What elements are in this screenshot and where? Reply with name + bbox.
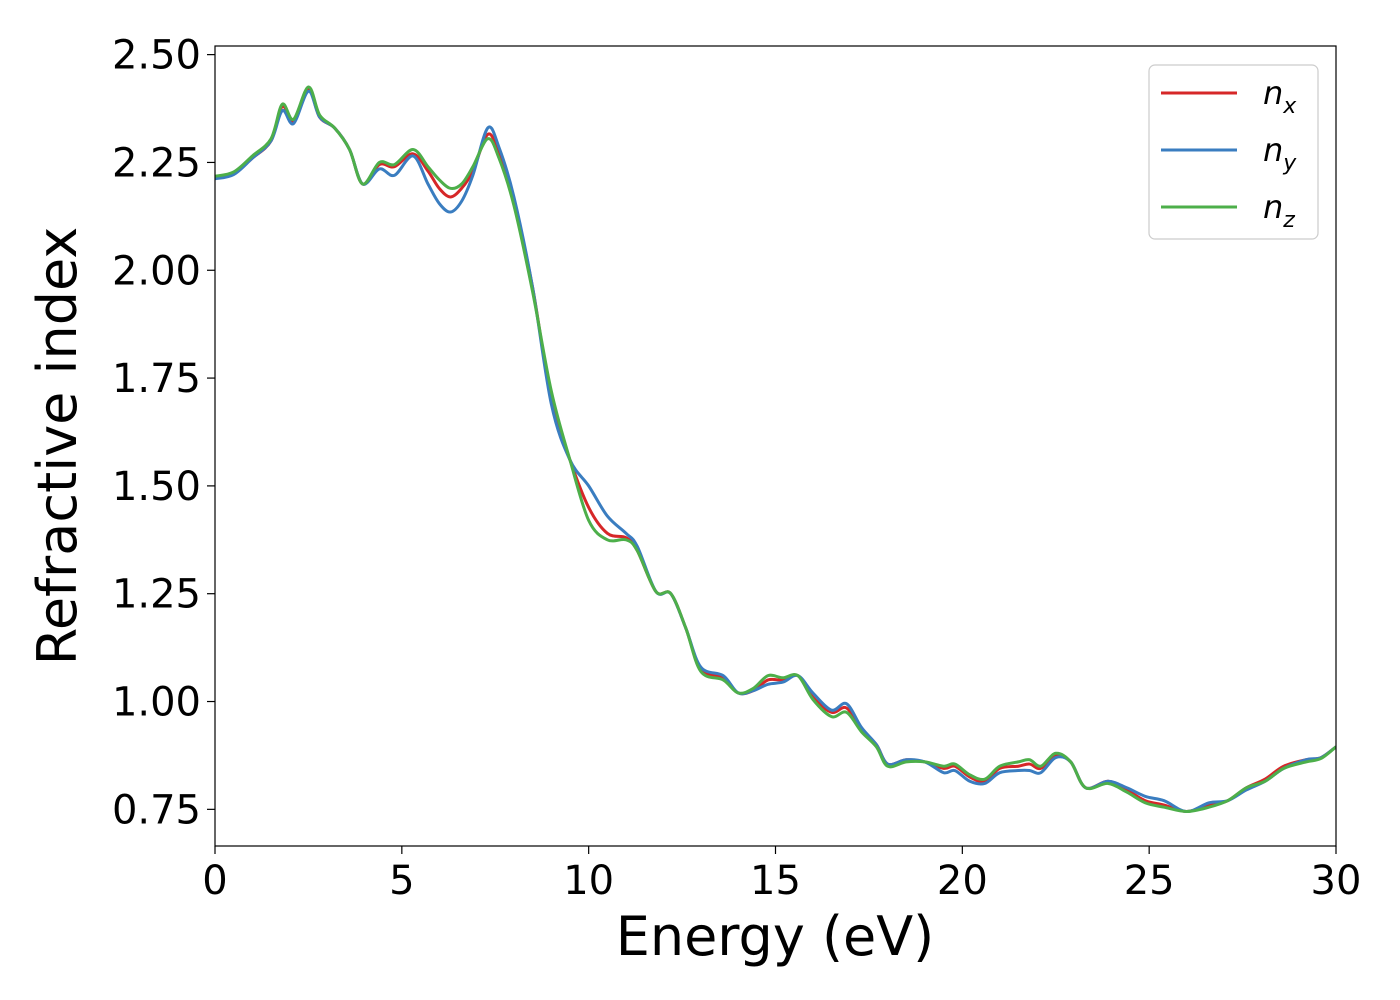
- series-layer: [215, 85, 1336, 813]
- legend-label-base: n: [1263, 188, 1283, 226]
- y-axis-label: Refractive index: [26, 227, 89, 666]
- x-tick-label: 15: [750, 858, 801, 904]
- y-tick-label: 2.50: [112, 33, 201, 79]
- legend-label-y: ny: [1263, 131, 1297, 176]
- legend-label-subscript: y: [1282, 151, 1297, 176]
- x-tick-label: 5: [389, 858, 414, 904]
- legend-label-base: n: [1263, 74, 1283, 112]
- legend-label-subscript: z: [1282, 208, 1295, 233]
- y-tick-label: 1.50: [112, 464, 201, 510]
- y-tick-label: 2.00: [112, 248, 201, 294]
- x-tick-label: 25: [1124, 858, 1175, 904]
- x-tick-label: 0: [202, 858, 227, 904]
- y-tick-label: 1.25: [112, 572, 201, 618]
- y-tick-label: 2.25: [112, 140, 201, 186]
- legend-box: [1148, 64, 1319, 240]
- x-axis-ticks: 0 5 10 15 20 25 30: [202, 846, 1361, 904]
- y-tick-label: 1.75: [112, 356, 201, 402]
- y-tick-label: 0.75: [112, 787, 201, 833]
- y-axis-ticks: 0.75 1.00 1.25 1.50 1.75 2.00 2.25 2.50: [112, 33, 215, 833]
- legend-label-z: nz: [1263, 188, 1295, 233]
- legend-label-x: nx: [1263, 74, 1297, 119]
- y-tick-label: 1.00: [112, 680, 201, 726]
- x-tick-label: 20: [937, 858, 988, 904]
- series-line-z: [215, 85, 1336, 813]
- x-tick-label: 30: [1311, 858, 1362, 904]
- x-axis-label: Energy (eV): [616, 905, 935, 968]
- x-tick-label: 10: [563, 858, 614, 904]
- legend-label-subscript: x: [1282, 94, 1297, 119]
- legend-label-base: n: [1263, 131, 1283, 169]
